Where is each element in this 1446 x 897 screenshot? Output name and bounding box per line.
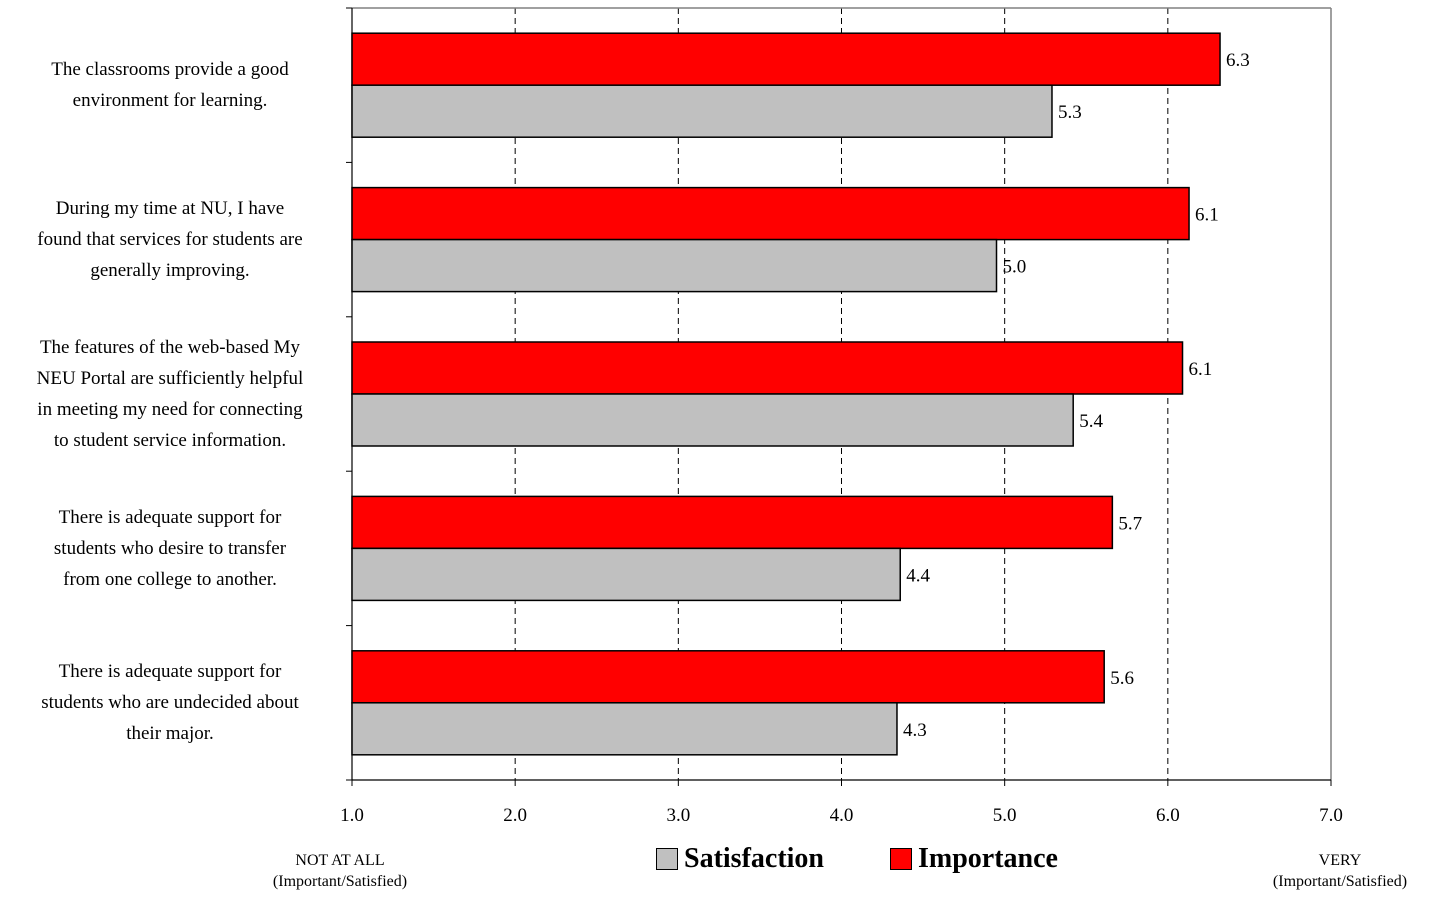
category-label-line: found that services for students are: [37, 229, 303, 251]
category-label-line: generally improving.: [90, 260, 250, 282]
data-label-satisfaction: 5.0: [1003, 257, 1027, 278]
category-label-line: to student service information.: [53, 429, 287, 451]
data-label-importance: 5.7: [1118, 513, 1142, 534]
category-label: During my time at NU, I have found that s…: [0, 162, 340, 316]
chart-legend: Satisfaction Importance: [656, 843, 1124, 875]
category-label: There is adequate support for students wh…: [0, 471, 340, 625]
data-label-satisfaction: 4.4: [906, 565, 930, 586]
bar-importance: [351, 341, 1184, 395]
data-label-importance: 6.3: [1226, 50, 1250, 71]
legend-swatch-importance: [890, 848, 912, 870]
legend-swatch-satisfaction: [656, 848, 678, 870]
legend-item-satisfaction: Satisfaction: [656, 843, 824, 875]
category-label-line: There is adequate support for: [58, 661, 282, 683]
bar-satisfaction: [351, 393, 1074, 447]
category-label-line: from one college to another.: [63, 568, 277, 590]
bar-satisfaction: [351, 702, 898, 756]
high-scale-label: VERY: [1318, 852, 1362, 869]
category-label: There is adequate support for students wh…: [0, 626, 340, 780]
data-label-importance: 6.1: [1189, 359, 1213, 380]
category-label-line: students who desire to transfer: [53, 537, 287, 559]
data-label-importance: 6.1: [1195, 205, 1219, 226]
x-tick-label: 6.0: [1156, 805, 1180, 826]
x-tick-label: 2.0: [503, 805, 527, 826]
category-label-line: students who are undecided about: [41, 692, 299, 714]
category-label-line: During my time at NU, I have: [55, 198, 285, 220]
x-tick-label: 5.0: [993, 805, 1017, 826]
data-label-satisfaction: 5.4: [1079, 411, 1103, 432]
category-label: The features of the web-based My NEU Port…: [0, 317, 340, 471]
bar-importance: [351, 186, 1190, 241]
legend-label-satisfaction: Satisfaction: [684, 843, 824, 874]
low-scale-note: NOT AT ALL (Important/Satisfied): [240, 850, 440, 892]
category-label-line: environment for learning.: [72, 90, 268, 112]
bar-satisfaction: [351, 547, 901, 602]
category-label-line: The features of the web-based My: [39, 336, 301, 358]
bar-satisfaction: [351, 84, 1053, 138]
low-scale-sublabel: (Important/Satisfied): [272, 873, 408, 890]
x-tick-label: 1.0: [340, 805, 364, 826]
x-tick-label: 3.0: [666, 805, 690, 826]
category-label-line: their major.: [126, 723, 214, 745]
high-scale-note: VERY (Important/Satisfied): [1240, 850, 1440, 892]
data-label-importance: 5.6: [1110, 668, 1134, 689]
legend-label-importance: Importance: [918, 843, 1058, 874]
category-label-line: in meeting my need for connecting: [37, 398, 303, 420]
data-label-satisfaction: 5.3: [1058, 102, 1082, 123]
bar-importance: [351, 495, 1114, 550]
data-label-satisfaction: 4.3: [903, 720, 927, 741]
bar-importance: [351, 650, 1105, 704]
low-scale-label: NOT AT ALL: [295, 852, 385, 869]
high-scale-sublabel: (Important/Satisfied): [1272, 873, 1408, 890]
category-label-line: NEU Portal are sufficiently helpful: [36, 367, 304, 389]
category-label-line: The classrooms provide a good: [51, 59, 289, 81]
bar-importance: [351, 32, 1221, 86]
x-tick-label: 4.0: [830, 805, 854, 826]
category-label-line: There is adequate support for: [58, 506, 282, 528]
bar-satisfaction: [351, 238, 998, 293]
category-label: The classrooms provide a good environment…: [0, 8, 340, 162]
x-tick-label: 7.0: [1319, 805, 1343, 826]
legend-item-importance: Importance: [890, 843, 1058, 875]
